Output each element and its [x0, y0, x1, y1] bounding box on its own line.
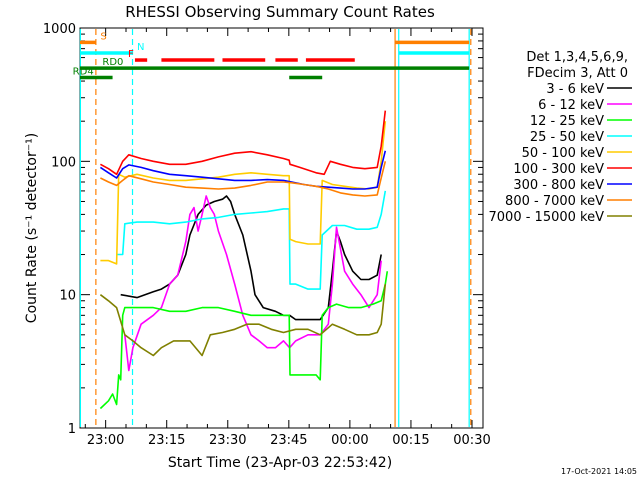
- state-bars: S NF RD0 RD4: [73, 31, 470, 80]
- attenuator-vlines: [79, 29, 472, 427]
- series-line: [100, 121, 387, 265]
- y-axis-label: Count Rate (s⁻¹ detector⁻¹): [24, 133, 40, 323]
- plot-frame: [79, 27, 484, 429]
- series-line: [99, 284, 387, 357]
- series-line: [99, 150, 387, 190]
- series-line: [99, 271, 389, 410]
- x-tick-label: 23:30: [209, 433, 246, 448]
- state-bar-label: F: [128, 49, 134, 60]
- x-tick-label: 23:45: [270, 433, 307, 448]
- series-line: [100, 161, 387, 197]
- x-tick-label: 23:15: [148, 433, 185, 448]
- legend-entry-label: 800 - 7000 keV: [505, 194, 604, 209]
- legend-entry-label: 300 - 800 keV: [513, 178, 604, 193]
- y-tick-label: 10: [59, 289, 76, 304]
- x-tick-label: 00:30: [453, 433, 490, 448]
- chart-title: RHESSI Observing Summary Count Rates: [125, 3, 435, 21]
- series-line: [100, 110, 387, 176]
- legend-entry-label: 6 - 12 keV: [538, 98, 604, 113]
- legend-entry-label: 25 - 50 keV: [530, 130, 604, 145]
- y-tick-label: 1000: [43, 22, 76, 37]
- series-line: [120, 195, 382, 321]
- legend-header-line-1: Det 1,3,4,5,6,9,: [526, 50, 628, 65]
- state-bar-label: RD0: [102, 57, 123, 68]
- y-tick-label: 1: [68, 422, 76, 437]
- state-bar-label: RD4: [73, 67, 94, 78]
- legend-entry-label: 7000 - 15000 keV: [489, 210, 605, 225]
- state-bar-label: N: [137, 42, 144, 53]
- series-line: [124, 195, 382, 372]
- legend-entry-label: 12 - 25 keV: [530, 114, 604, 129]
- legend-entry-label: 100 - 300 keV: [513, 162, 604, 177]
- legend-entry-label: 3 - 6 keV: [546, 82, 604, 97]
- state-bar-label: S: [100, 31, 106, 42]
- y-axis-ticks: 1 10 100 1000: [43, 22, 483, 437]
- x-tick-label: 00:15: [392, 433, 429, 448]
- legend: Det 1,3,4,5,6,9, FDecim 3, Att 0 3 - 6 k…: [489, 50, 632, 225]
- footer-timestamp: 17-Oct-2021 14:05: [561, 467, 637, 476]
- plot-area: 23:00 23:15 23:30 23:45 00:00 00:15 00:30 1101…: [43, 22, 491, 448]
- legend-entry-label: 50 - 100 keV: [522, 146, 605, 161]
- x-tick-label: 23:00: [87, 433, 124, 448]
- y-tick-label: 100: [51, 155, 76, 170]
- x-axis-ticks: 23:00 23:15 23:30 23:45 00:00 00:15 00:30: [84, 28, 491, 448]
- x-tick-label: 00:00: [331, 433, 368, 448]
- legend-header-line-2: FDecim 3, Att 0: [527, 66, 628, 81]
- x-axis-label: Start Time (23-Apr-03 22:53:42): [168, 455, 392, 471]
- series-lines: [99, 110, 389, 410]
